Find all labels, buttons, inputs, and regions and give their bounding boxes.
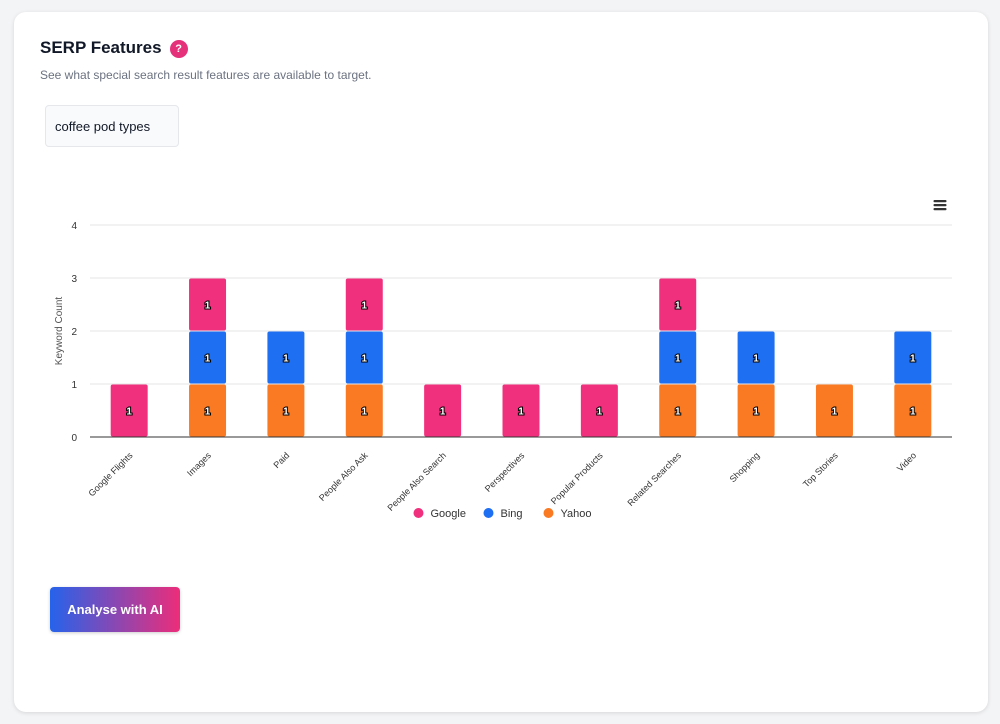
- bar-bing-paid[interactable]: [267, 331, 305, 384]
- y-tick-label: 1: [71, 380, 77, 391]
- bar-bing-images[interactable]: [189, 331, 227, 384]
- x-tick-label: Top Stories: [801, 450, 840, 489]
- legend-item-yahoo[interactable]: Yahoo: [543, 508, 592, 520]
- data-label: 1: [753, 354, 759, 365]
- svg-text:Bing: Bing: [501, 508, 523, 520]
- data-label: 1: [361, 407, 367, 418]
- keyword-chip[interactable]: coffee pod types: [45, 105, 179, 147]
- bar-google-people-also-search[interactable]: [424, 384, 462, 437]
- serp-features-card: SERP Features ? See what special search …: [14, 12, 988, 712]
- data-label: 1: [283, 407, 289, 418]
- y-tick-label: 4: [71, 221, 77, 232]
- bar-yahoo-top-stories[interactable]: [815, 384, 853, 437]
- data-label: 1: [675, 407, 681, 418]
- help-icon[interactable]: ?: [169, 40, 188, 58]
- y-tick-label: 3: [71, 274, 77, 285]
- bar-google-related-searches[interactable]: [659, 278, 697, 331]
- data-label: 1: [675, 301, 681, 312]
- data-label: 1: [832, 407, 838, 418]
- title-row: SERP Features ?: [40, 38, 188, 58]
- data-label: 1: [518, 407, 524, 418]
- x-tick-label: People Also Search: [385, 450, 448, 513]
- data-label: 1: [205, 354, 211, 365]
- bar-google-google-flights[interactable]: [110, 384, 148, 437]
- page-subtitle: See what special search result features …: [40, 68, 372, 82]
- bar-yahoo-images[interactable]: [189, 384, 227, 437]
- x-tick-label: Google Flights: [86, 450, 134, 498]
- chart-menu-icon[interactable]: [932, 198, 948, 212]
- bar-yahoo-people-also-ask[interactable]: [345, 384, 383, 437]
- bar-google-images[interactable]: [189, 278, 227, 331]
- svg-text:Yahoo: Yahoo: [561, 508, 592, 520]
- bar-yahoo-paid[interactable]: [267, 384, 305, 437]
- y-tick-label: 2: [71, 327, 77, 338]
- bar-yahoo-video[interactable]: [894, 384, 932, 437]
- data-label: 1: [910, 407, 916, 418]
- bar-bing-related-searches[interactable]: [659, 331, 697, 384]
- analyse-with-ai-button[interactable]: Analyse with AI: [50, 587, 180, 632]
- data-label: 1: [597, 407, 603, 418]
- data-label: 1: [283, 354, 289, 365]
- y-axis-title: Keyword Count: [54, 297, 65, 366]
- data-label: 1: [910, 354, 916, 365]
- data-label: 1: [440, 407, 446, 418]
- y-tick-label: 0: [71, 433, 77, 444]
- bar-yahoo-shopping[interactable]: [737, 384, 775, 437]
- x-tick-label: Images: [185, 450, 213, 478]
- legend-item-bing[interactable]: Bing: [483, 508, 523, 520]
- data-label: 1: [205, 301, 211, 312]
- data-label: 1: [361, 301, 367, 312]
- x-tick-label: Video: [895, 450, 918, 473]
- data-label: 1: [753, 407, 759, 418]
- bar-bing-people-also-ask[interactable]: [345, 331, 383, 384]
- x-tick-label: People Also Ask: [317, 450, 370, 503]
- x-tick-label: Related Searches: [625, 450, 683, 508]
- bar-bing-shopping[interactable]: [737, 331, 775, 384]
- svg-text:Google: Google: [431, 508, 466, 520]
- x-tick-label: Popular Products: [549, 450, 605, 506]
- bar-yahoo-related-searches[interactable]: [659, 384, 697, 437]
- page-title: SERP Features: [40, 38, 162, 57]
- legend-item-google[interactable]: Google: [413, 508, 466, 520]
- bar-google-perspectives[interactable]: [502, 384, 540, 437]
- bar-bing-video[interactable]: [894, 331, 932, 384]
- data-label: 1: [126, 407, 132, 418]
- data-label: 1: [205, 407, 211, 418]
- x-tick-label: Shopping: [728, 450, 762, 484]
- x-tick-label: Perspectives: [483, 450, 527, 494]
- bar-google-people-also-ask[interactable]: [345, 278, 383, 331]
- x-tick-label: Paid: [272, 450, 292, 470]
- data-label: 1: [675, 354, 681, 365]
- bar-google-popular-products[interactable]: [580, 384, 618, 437]
- data-label: 1: [361, 354, 367, 365]
